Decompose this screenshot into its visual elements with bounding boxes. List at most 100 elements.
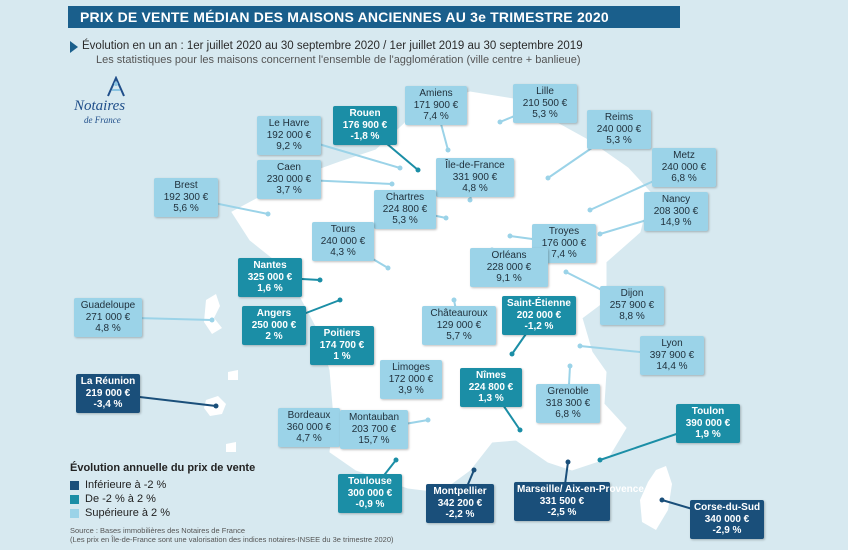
city-name: Guadeloupe xyxy=(80,300,136,311)
city-label: Lyon 397 900 €14,4 % xyxy=(640,336,704,375)
city-name: Limoges xyxy=(392,362,430,373)
city-dot xyxy=(209,317,215,323)
city-label: Reims 240 000 €5,3 % xyxy=(587,110,651,149)
city-change: -0,9 % xyxy=(355,499,385,510)
legend-label-mid: De -2 % à 2 % xyxy=(85,493,156,505)
city-change: 7,4 % xyxy=(423,111,449,122)
city-price: 176 000 € xyxy=(541,237,587,249)
city-name: Brest xyxy=(174,180,198,191)
city-label: Limoges 172 000 €3,9 % xyxy=(380,360,442,399)
city-price: 240 000 € xyxy=(661,161,707,173)
city-dot xyxy=(509,351,515,357)
city-name: Chartres xyxy=(385,192,425,203)
city-label: Dijon 257 900 €8,8 % xyxy=(600,286,664,325)
city-name: Nîmes xyxy=(475,370,506,381)
city-label: Guadeloupe 271 000 €4,8 % xyxy=(74,298,142,337)
city-label: Metz 240 000 €6,8 % xyxy=(652,148,716,187)
city-label: Toulouse 300 000 € -0,9 % xyxy=(338,474,402,513)
city-label: Saint-Étienne 202 000 € -1,2 % xyxy=(502,296,576,335)
city-name: Orléans xyxy=(491,250,527,261)
city-change: 14,4 % xyxy=(656,361,688,372)
city-price: 340 000 € xyxy=(704,513,750,525)
city-change: 3,9 % xyxy=(398,385,424,396)
city-price: 250 000 € xyxy=(251,319,297,331)
city-name: Le Havre xyxy=(268,118,310,129)
city-name: Grenoble xyxy=(547,386,589,397)
city-name: Bordeaux xyxy=(287,410,331,421)
city-label: Amiens 171 900 €7,4 % xyxy=(405,86,467,125)
city-label: Orléans 228 000 €9,1 % xyxy=(470,248,548,287)
city-label: La Réunion 219 000 € -3,4 % xyxy=(76,374,140,413)
city-name: Châteauroux xyxy=(430,308,488,319)
city-name: Lyon xyxy=(661,338,683,349)
city-label: Angers 250 000 €2 % xyxy=(242,306,306,345)
city-label: Tours 240 000 €4,3 % xyxy=(312,222,374,261)
city-change: 8,8 % xyxy=(619,311,645,322)
city-dot xyxy=(389,181,395,187)
city-change: 5,3 % xyxy=(392,215,418,226)
city-change: 15,7 % xyxy=(358,435,390,446)
city-dot xyxy=(443,215,449,221)
city-price: 176 900 € xyxy=(342,119,388,131)
guadeloupe-island xyxy=(204,294,222,334)
legend-item-mid: De -2 % à 2 % xyxy=(70,492,255,506)
city-price: 300 000 € xyxy=(347,487,393,499)
city-name: Tours xyxy=(330,224,356,235)
city-dot xyxy=(563,269,569,275)
city-price: 397 900 € xyxy=(649,349,695,361)
city-change: 1,3 % xyxy=(478,393,504,404)
city-label: Le Havre 192 000 €9,2 % xyxy=(257,116,321,155)
city-change: 1,9 % xyxy=(695,429,721,440)
city-change: -1,8 % xyxy=(350,131,380,142)
city-name: Nancy xyxy=(661,194,691,205)
city-change: 1,6 % xyxy=(257,283,283,294)
city-name: Corse-du-Sud xyxy=(693,502,761,513)
scope-note: Les statistiques pour les maisons concer… xyxy=(96,54,581,66)
city-name: Reims xyxy=(604,112,634,123)
logo-subtext: de France xyxy=(84,115,121,125)
city-name: La Réunion xyxy=(80,376,136,387)
city-change: 4,7 % xyxy=(296,433,322,444)
city-label: Île-de-France 331 900 €4,8 % xyxy=(436,158,514,197)
city-dot xyxy=(597,457,603,463)
city-dot xyxy=(397,165,403,171)
city-label: Châteauroux 129 000 €5,7 % xyxy=(422,306,496,345)
city-name: Poitiers xyxy=(323,328,361,339)
city-change: -2,2 % xyxy=(445,509,475,520)
city-label: Marseille/ Aix-en-Provence 331 500 € -2,5 … xyxy=(514,482,644,521)
city-label: Montauban 203 700 €15,7 % xyxy=(340,410,408,449)
city-dot xyxy=(337,297,343,303)
city-name: Dijon xyxy=(620,288,644,299)
city-change: 6,8 % xyxy=(555,409,581,420)
legend-swatch-sup xyxy=(70,508,79,518)
city-dot xyxy=(393,457,399,463)
city-dot xyxy=(445,147,451,153)
city-price: 342 200 € xyxy=(437,497,483,509)
city-change: 5,7 % xyxy=(446,331,472,342)
city-label: Grenoble 318 300 €6,8 % xyxy=(536,384,600,423)
legend-label-sup: Supérieure à 2 % xyxy=(85,507,170,519)
city-price: 210 500 € xyxy=(522,97,568,109)
city-price: 203 700 € xyxy=(351,423,397,435)
subtitle: Évolution en un an : 1er juillet 2020 au… xyxy=(82,40,583,52)
city-price: 325 000 € xyxy=(247,271,293,283)
city-price: 172 000 € xyxy=(388,373,434,385)
city-price: 318 300 € xyxy=(545,397,591,409)
city-dot xyxy=(425,417,431,423)
city-change: 5,3 % xyxy=(606,135,632,146)
city-change: -2,9 % xyxy=(712,525,742,536)
city-label: Nîmes 224 800 €1,3 % xyxy=(460,368,522,407)
city-price: 228 000 € xyxy=(486,261,532,273)
city-change: 2 % xyxy=(265,331,283,342)
city-name: Île-de-France xyxy=(445,160,505,171)
small-islands xyxy=(226,370,238,452)
city-dot xyxy=(415,167,421,173)
legend-swatch-mid xyxy=(70,494,79,504)
city-change: 5,6 % xyxy=(173,203,199,214)
city-dot xyxy=(597,231,603,237)
city-dot xyxy=(545,175,551,181)
city-dot xyxy=(659,497,665,503)
city-price: 331 500 € xyxy=(539,495,585,507)
city-label: Corse-du-Sud 340 000 € -2,9 % xyxy=(690,500,764,539)
city-change: 4,8 % xyxy=(462,183,488,194)
